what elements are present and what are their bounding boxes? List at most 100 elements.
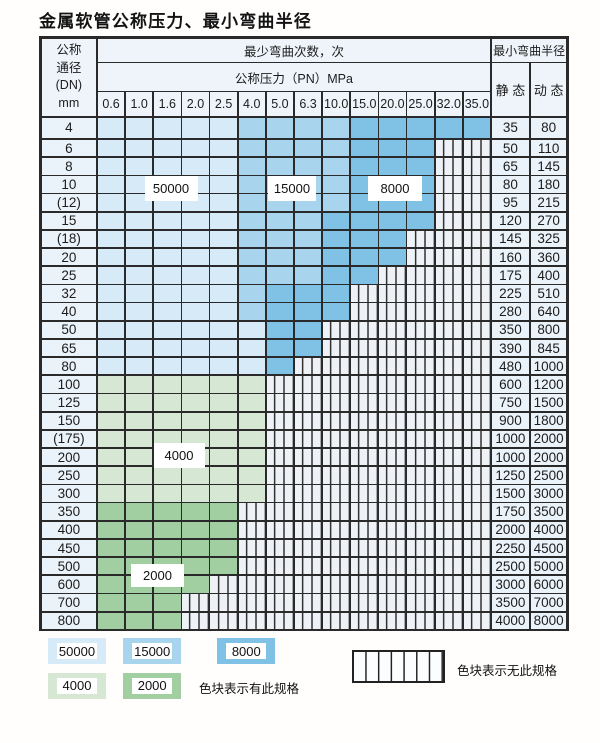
dynamic-radius-cell: 215 — [530, 193, 568, 212]
zone-cell — [153, 248, 182, 267]
zone-cell — [237, 338, 266, 358]
no-spec-cell — [181, 593, 210, 612]
zone-cell — [237, 211, 266, 230]
no-spec-cell — [434, 302, 463, 321]
no-spec-cell — [406, 411, 435, 430]
zone-cell — [153, 357, 182, 376]
no-spec-cell — [462, 575, 491, 594]
zone-cell — [462, 116, 491, 139]
no-spec-cell — [350, 375, 379, 394]
no-spec-cell — [237, 502, 266, 521]
zone-cell — [293, 248, 323, 267]
no-spec-cell — [462, 193, 491, 212]
dynamic-radius-cell: 800 — [530, 320, 568, 339]
zone-cell — [125, 338, 154, 358]
static-radius-cell: 2250 — [490, 538, 530, 558]
dynamic-radius-cell: 4000 — [530, 520, 568, 539]
no-spec-cell — [237, 593, 266, 612]
no-spec-cell — [237, 575, 266, 594]
zone-cell — [97, 116, 126, 139]
page-title: 金属软管公称压力、最小弯曲半径 — [39, 12, 312, 31]
no-spec-cell — [434, 520, 463, 539]
zone-cell — [378, 229, 407, 249]
zone-cell — [237, 411, 266, 430]
zone-cell — [97, 520, 126, 539]
dn-cell: 300 — [40, 484, 97, 503]
no-spec-cell — [462, 611, 491, 630]
no-spec-cell — [434, 248, 463, 267]
zone-cell — [97, 229, 126, 249]
no-spec-cell — [434, 193, 463, 212]
header-nominal-pressure: 公称压力（PN）MPa — [97, 62, 491, 92]
zone-cell — [153, 593, 182, 612]
zone-cell — [153, 116, 182, 139]
zone-cell — [209, 357, 238, 376]
static-radius-cell: 2500 — [490, 557, 530, 576]
zone-cell — [350, 139, 379, 158]
zone-cell — [209, 429, 238, 449]
no-spec-cell — [462, 266, 491, 285]
static-radius-cell: 65 — [490, 157, 530, 176]
no-spec-cell — [209, 575, 238, 594]
zone-cell — [434, 116, 463, 139]
header-pressure-value: 10.0 — [322, 91, 351, 117]
zone-cell — [97, 466, 126, 485]
zone-cell — [265, 157, 294, 176]
dynamic-radius-cell: 1800 — [530, 411, 568, 430]
zone-cell — [97, 429, 126, 449]
no-spec-cell — [462, 466, 491, 485]
zone-cell — [237, 175, 266, 194]
dn-cell: (175) — [40, 429, 97, 449]
zone-cell — [125, 157, 154, 176]
grid-hline — [40, 229, 568, 231]
dynamic-radius-cell: 3500 — [530, 502, 568, 521]
dynamic-radius-cell: 80 — [530, 116, 568, 139]
zone-cell — [97, 448, 126, 467]
no-spec-cell — [406, 393, 435, 412]
zone-cell — [322, 229, 351, 249]
zone-cell — [97, 302, 126, 321]
no-spec-cell — [265, 393, 294, 412]
zone-cell — [237, 284, 266, 303]
zone-label: 4000 — [153, 443, 205, 468]
dn-cell: 65 — [40, 338, 97, 358]
no-spec-cell — [350, 466, 379, 485]
dynamic-radius-cell: 3000 — [530, 484, 568, 503]
no-spec-cell — [434, 393, 463, 412]
no-spec-cell — [378, 375, 407, 394]
no-spec-cell — [322, 611, 351, 630]
dynamic-radius-cell: 145 — [530, 157, 568, 176]
zone-cell — [350, 248, 379, 267]
zone-cell — [181, 266, 210, 285]
table-border-right — [566, 36, 569, 632]
static-radius-cell: 4000 — [490, 611, 530, 630]
no-spec-cell — [350, 520, 379, 539]
zone-cell — [209, 320, 238, 339]
zone-cell — [125, 211, 154, 230]
grid-vline — [377, 91, 380, 630]
no-spec-cell — [322, 357, 351, 376]
no-spec-cell — [322, 393, 351, 412]
legend-hatch-box — [352, 649, 445, 684]
grid-hline — [40, 410, 568, 413]
zone-cell — [153, 338, 182, 358]
dynamic-radius-cell: 325 — [530, 229, 568, 249]
header-dn-line: 公称 — [56, 43, 82, 58]
zone-cell — [350, 266, 379, 285]
header-pressure-value: 32.0 — [434, 91, 463, 117]
zone-cell — [406, 157, 435, 176]
no-spec-cell — [462, 139, 491, 158]
dn-cell: 20 — [40, 248, 97, 267]
zone-cell — [378, 116, 407, 139]
legend-swatch: 50000 — [48, 638, 106, 664]
no-spec-cell — [293, 357, 323, 376]
dynamic-radius-cell: 4500 — [530, 538, 568, 558]
zone-cell — [97, 575, 126, 594]
zone-cell — [406, 211, 435, 230]
no-spec-cell — [462, 248, 491, 267]
legend-note-no-spec: 色块表示无此规格 — [457, 664, 558, 678]
dn-cell: 150 — [40, 411, 97, 430]
grid-vline — [208, 91, 211, 630]
zone-cell — [125, 393, 154, 412]
dn-cell: 80 — [40, 357, 97, 376]
